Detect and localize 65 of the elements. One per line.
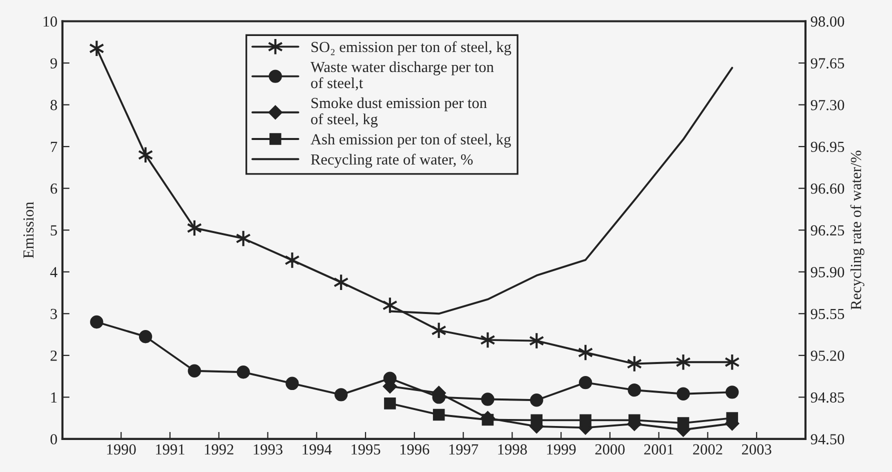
- y2-tick-label: 94.85: [810, 392, 844, 403]
- y2-tick-label: 97.65: [810, 58, 844, 69]
- x-tick-label: 1993: [254, 444, 282, 455]
- y2-tick-label: 95.55: [810, 308, 844, 320]
- y-tick-label: 5: [50, 225, 57, 236]
- x-tick-label: 1998: [498, 444, 527, 455]
- point: [676, 387, 690, 400]
- point: [432, 408, 445, 421]
- point: [628, 414, 640, 426]
- y2-axis-title: Recycling rate of water/%: [850, 150, 864, 310]
- y-tick-label: 2: [50, 350, 57, 361]
- y2-tick-label: 95.90: [810, 267, 844, 278]
- y-tick-label: 6: [50, 184, 58, 194]
- y2-tick-label: 96.60: [810, 183, 844, 194]
- y2-tick-label: 96.95: [810, 142, 844, 152]
- point: [677, 417, 690, 429]
- y2-tick-label: 95.20: [810, 350, 844, 361]
- y-tick-label: 10: [44, 16, 57, 27]
- x-tick-label: 1999: [547, 444, 576, 455]
- x-tick-label: 1996: [400, 444, 430, 455]
- point: [286, 376, 299, 390]
- point: [90, 315, 104, 329]
- point: [578, 376, 592, 390]
- point: [726, 412, 738, 424]
- y-tick-label: 8: [50, 100, 57, 110]
- y2-tick-label: 98.00: [810, 16, 844, 27]
- legend-label: SO₂ emission per ton of steel, kg: [312, 41, 512, 56]
- y-tick-label: 4: [50, 267, 58, 278]
- point: [138, 330, 152, 344]
- x-tick-label: 1990: [107, 444, 136, 455]
- y2-tick-label: 94.50: [810, 434, 844, 444]
- x-tick-label: 2000: [595, 444, 625, 455]
- y2-tick-label: 97.30: [810, 100, 844, 110]
- y-tick-label: 7: [50, 142, 58, 152]
- y-tick-label: 0: [50, 434, 57, 444]
- point: [530, 414, 543, 426]
- x-tick-label: 1994: [302, 444, 332, 455]
- legend-label: Ash emission per ton of steel, kg: [310, 134, 511, 148]
- legend-label: Smoke dust emission per ton of steel, kg: [311, 97, 487, 128]
- point: [334, 388, 348, 402]
- x-tick-label: 2001: [644, 444, 674, 455]
- point: [580, 414, 592, 426]
- point: [628, 383, 641, 397]
- legend-label: Recycling rate of water, %: [310, 154, 473, 168]
- point: [676, 353, 691, 371]
- x-tick-label: 1991: [156, 444, 184, 455]
- point: [530, 394, 544, 407]
- x-tick-label: 2002: [693, 444, 722, 455]
- y-tick-label: 9: [50, 58, 57, 68]
- y-axis-title: Emission: [23, 202, 34, 258]
- y2-tick-label: 96.25: [810, 225, 844, 236]
- point: [236, 366, 250, 379]
- y-tick-label: 1: [51, 392, 57, 402]
- x-tick-label: 2003: [742, 444, 772, 455]
- point: [482, 414, 494, 426]
- y-tick-label: 3: [50, 308, 57, 320]
- point: [188, 364, 202, 378]
- x-tick-label: 1992: [204, 444, 234, 455]
- x-tick-label: 1995: [352, 444, 380, 455]
- point: [481, 392, 494, 406]
- legend-label: Waste water discharge per ton of steel,t: [310, 61, 494, 90]
- point: [384, 398, 396, 410]
- x-tick-label: 1997: [449, 444, 478, 455]
- point: [480, 331, 496, 349]
- point: [726, 386, 739, 399]
